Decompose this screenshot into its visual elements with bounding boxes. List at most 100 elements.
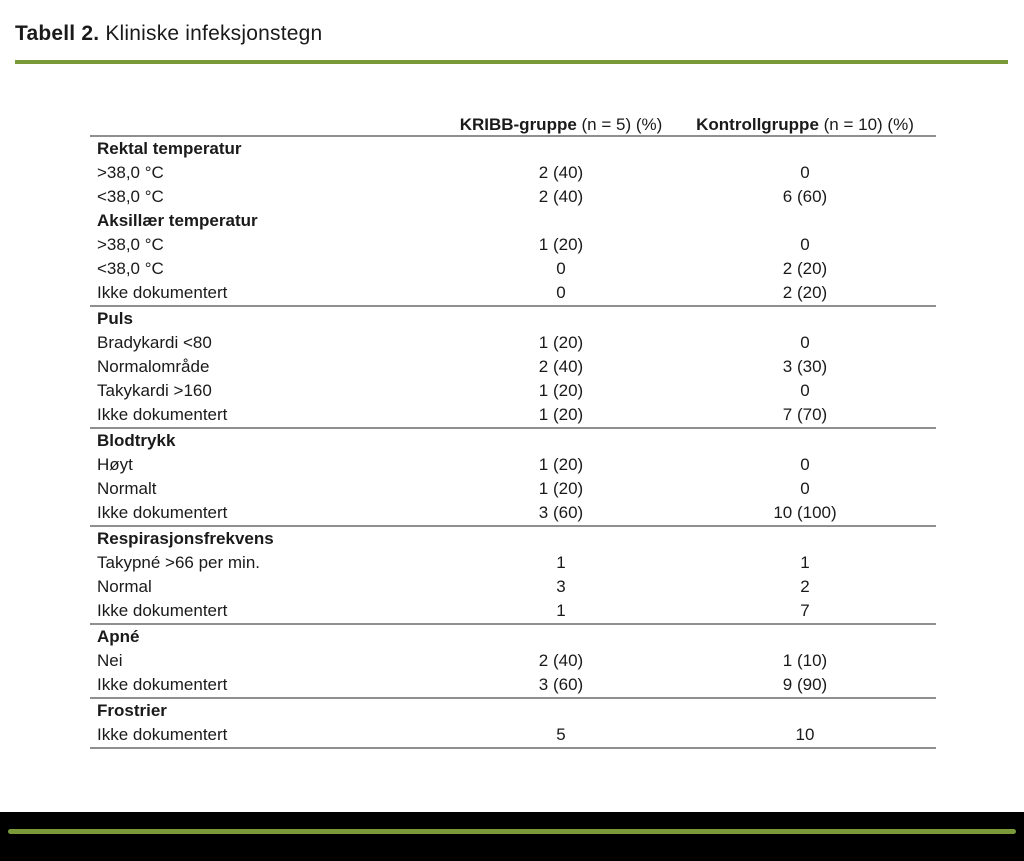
row-label: Normalområde — [97, 357, 210, 376]
kontroll-value: 0 — [800, 381, 810, 400]
kribb-value: 3 — [556, 577, 566, 596]
footer-bar — [0, 812, 1024, 861]
section-divider — [90, 427, 936, 429]
kontroll-value: 7 (70) — [782, 405, 828, 424]
table-row: Apné — [90, 625, 936, 649]
kribb-value: 2 (40) — [538, 163, 584, 182]
row-label: Normalt — [97, 479, 157, 498]
table-row: Puls — [90, 307, 936, 331]
row-label: >38,0 °C — [97, 163, 164, 182]
row-label: Ikke dokumentert — [97, 503, 228, 522]
kontroll-value: 10 — [795, 725, 815, 744]
page-title: Tabell 2. Kliniske infeksjonstegn — [15, 22, 1024, 46]
row-label: Ikke dokumentert — [97, 725, 228, 744]
kontroll-group-label: Kontrollgruppe — [696, 115, 819, 134]
table-row: Normalt 1 (20) 0 — [90, 477, 936, 501]
row-label: Takykardi >160 — [97, 381, 212, 400]
kribb-value: 0 — [556, 259, 566, 278]
row-label: Takypné >66 per min. — [97, 553, 261, 572]
row-label: <38,0 °C — [97, 259, 164, 278]
table-row: Takykardi >160 1 (20) 0 — [90, 379, 936, 403]
col-header-kribb: KRIBB-gruppe (n = 5) (%) — [448, 115, 674, 135]
category-label: Aksillær temperatur — [97, 211, 258, 230]
kontroll-value: 6 (60) — [782, 187, 828, 206]
kribb-value: 1 (20) — [538, 479, 584, 498]
table-number-label: Tabell 2. — [15, 22, 100, 45]
kribb-value: 2 (40) — [538, 357, 584, 376]
row-label: Høyt — [97, 455, 133, 474]
table-title-text: Kliniske infeksjonstegn — [99, 22, 323, 45]
table-row: Ikke dokumentert 1 7 — [90, 599, 936, 623]
category-label: Rektal temperatur — [97, 139, 242, 158]
table-row: >38,0 °C 1 (20) 0 — [90, 233, 936, 257]
table-row: Takypné >66 per min. 1 1 — [90, 551, 936, 575]
table-row: Ikke dokumentert 5 10 — [90, 723, 936, 747]
row-label: <38,0 °C — [97, 187, 164, 206]
kontroll-value: 0 — [800, 479, 810, 498]
category-label: Puls — [97, 309, 133, 328]
table-row: Normalområde 2 (40) 3 (30) — [90, 355, 936, 379]
table-row: Ikke dokumentert 3 (60) 9 (90) — [90, 673, 936, 697]
kribb-value: 5 — [556, 725, 566, 744]
table-row: Blodtrykk — [90, 429, 936, 453]
section-divider — [90, 305, 936, 307]
table-row: Ikke dokumentert 0 2 (20) — [90, 281, 936, 305]
kribb-value: 0 — [556, 283, 566, 302]
kontroll-value: 0 — [800, 333, 810, 352]
kribb-value: 2 (40) — [538, 651, 584, 670]
category-label: Apné — [97, 627, 140, 646]
table-row: <38,0 °C 0 2 (20) — [90, 257, 936, 281]
category-label: Blodtrykk — [97, 431, 176, 450]
kribb-value: 2 (40) — [538, 187, 584, 206]
table-row: Rektal temperatur — [90, 137, 936, 161]
table-header-row: KRIBB-gruppe (n = 5) (%) Kontrollgruppe … — [90, 64, 936, 135]
kribb-value: 1 — [556, 601, 566, 620]
row-label: Normal — [97, 577, 152, 596]
kribb-group-n: (n = 5) (%) — [576, 115, 663, 134]
table-row: Respirasjonsfrekvens — [90, 527, 936, 551]
table-bottom-border — [90, 747, 936, 749]
col-header-kontroll: Kontrollgruppe (n = 10) (%) — [674, 115, 936, 135]
title-accent-rule — [15, 60, 1008, 64]
kribb-value: 1 (20) — [538, 235, 584, 254]
footer-accent-stripe — [8, 829, 1016, 834]
kontroll-value: 1 (10) — [782, 651, 828, 670]
row-label: >38,0 °C — [97, 235, 164, 254]
row-label: Nei — [97, 651, 123, 670]
header-divider — [90, 135, 936, 137]
table-row: <38,0 °C 2 (40) 6 (60) — [90, 185, 936, 209]
row-label: Ikke dokumentert — [97, 405, 228, 424]
kontroll-value: 3 (30) — [782, 357, 828, 376]
table-row: Frostrier — [90, 699, 936, 723]
category-label: Respirasjonsfrekvens — [97, 529, 274, 548]
row-label: Ikke dokumentert — [97, 283, 228, 302]
table-row: Bradykardi <80 1 (20) 0 — [90, 331, 936, 355]
section-divider — [90, 623, 936, 625]
kontroll-group-n: (n = 10) (%) — [818, 115, 914, 134]
row-label: Ikke dokumentert — [97, 675, 228, 694]
kribb-value: 3 (60) — [538, 503, 584, 522]
kontroll-value: 2 (20) — [782, 259, 828, 278]
table-row: >38,0 °C 2 (40) 0 — [90, 161, 936, 185]
category-label: Frostrier — [97, 701, 167, 720]
kribb-value: 1 (20) — [538, 405, 584, 424]
kontroll-value: 2 — [800, 577, 810, 596]
clinical-signs-table: KRIBB-gruppe (n = 5) (%) Kontrollgruppe … — [90, 64, 936, 749]
kontroll-value: 2 (20) — [782, 283, 828, 302]
kontroll-value: 0 — [800, 235, 810, 254]
row-label: Ikke dokumentert — [97, 601, 228, 620]
kribb-group-label: KRIBB-gruppe — [459, 115, 577, 134]
kontroll-value: 0 — [800, 455, 810, 474]
table-row: Ikke dokumentert 1 (20) 7 (70) — [90, 403, 936, 427]
row-label: Bradykardi <80 — [97, 333, 212, 352]
kribb-value: 1 (20) — [538, 333, 584, 352]
table-row: Høyt 1 (20) 0 — [90, 453, 936, 477]
kontroll-value: 9 (90) — [782, 675, 828, 694]
kribb-value: 1 — [556, 553, 566, 572]
kribb-value: 1 (20) — [538, 381, 584, 400]
section-divider — [90, 697, 936, 699]
kontroll-value: 10 (100) — [773, 503, 837, 522]
kribb-value: 1 (20) — [538, 455, 584, 474]
table-row: Nei 2 (40) 1 (10) — [90, 649, 936, 673]
kontroll-value: 7 — [800, 601, 810, 620]
